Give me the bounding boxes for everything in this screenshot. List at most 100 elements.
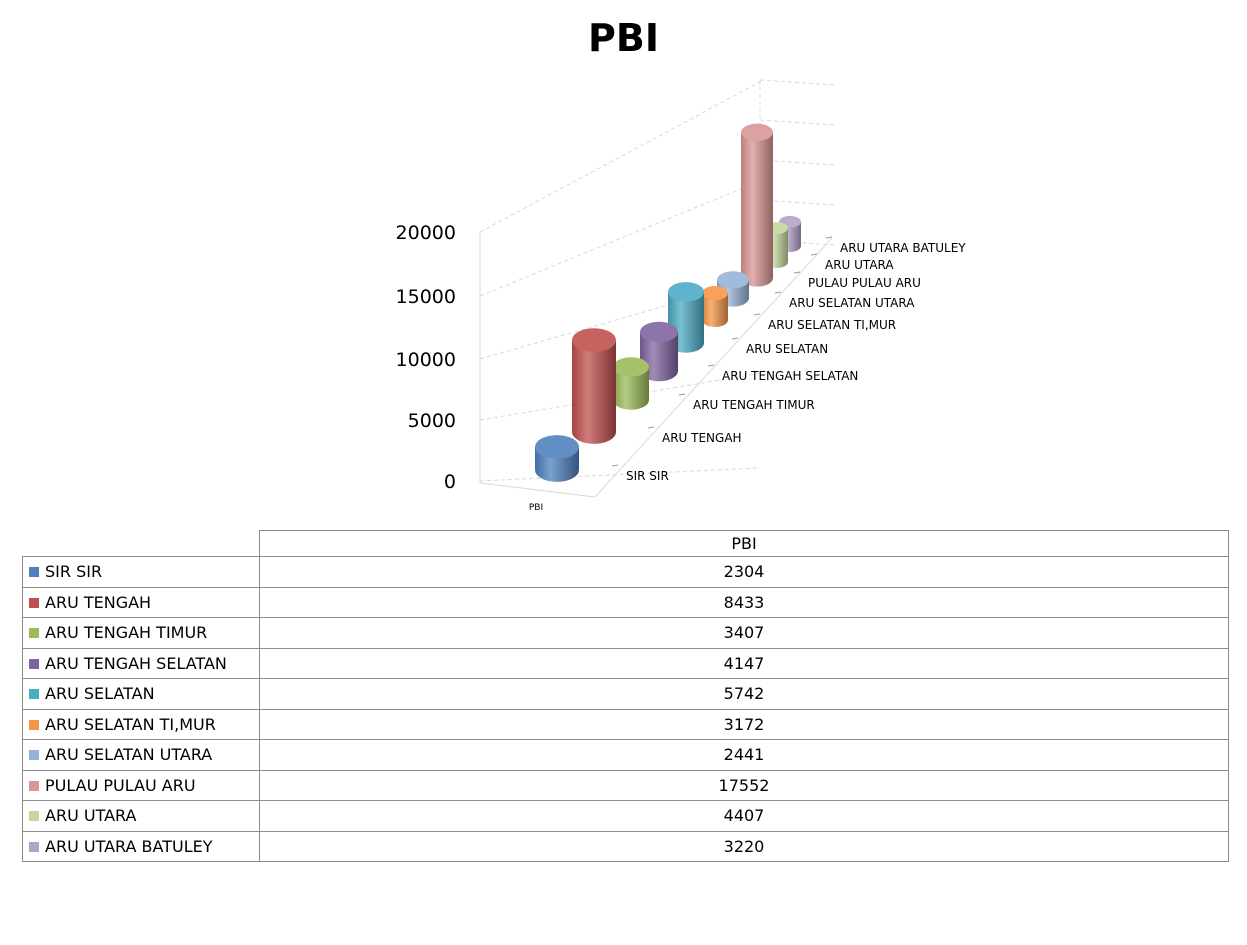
value-cell: 3172 [259,708,1229,740]
cylinder-bar [741,123,773,287]
data-table-row: ARU TENGAH SELATAN 4147 [22,647,1229,679]
data-table-row: ARU SELATAN UTARA 2441 [22,739,1229,771]
cylinder-bar [613,357,649,410]
cylinder-top [640,321,678,343]
cylinder-bar [535,435,579,482]
cylinder-top [741,123,773,141]
chart-title: PBI [588,16,659,60]
legend-swatch [29,628,39,639]
legend-swatch [29,689,39,700]
data-table-row: PULAU PULAU ARU 17552 [22,769,1229,801]
category-tick [647,426,655,429]
legend-swatch [29,597,39,608]
category-label: PULAU PULAU ARU [808,276,921,290]
y-tick-label: 15000 [396,286,456,308]
category-tick [810,253,818,256]
cylinder-body [572,340,616,432]
category-name: ARU SELATAN TI,MUR [45,714,216,734]
category-name: ARU UTARA [45,806,137,826]
cylinder-top [535,435,579,459]
category-tick [707,364,715,367]
data-table-row: ARU SELATAN TI,MUR 3172 [22,708,1229,740]
legend-swatch [29,811,39,822]
gridline-side [759,119,836,126]
cylinder-top [702,286,728,301]
category-tick [793,271,801,274]
legend-key-cell: ARU TENGAH TIMUR [22,617,260,649]
value-cell: 4147 [259,647,1229,679]
legend-swatch [29,750,39,761]
value-cell: 5742 [259,678,1229,710]
value-cell: 8433 [259,586,1229,618]
data-table-header-row: PBI [22,530,1229,557]
legend-key-cell: PULAU PULAU ARU [22,769,260,801]
category-name: SIR SIR [45,562,103,582]
legend-key-cell: SIR SIR [22,556,260,588]
category-name: ARU TENGAH SELATAN [45,653,227,673]
data-table-series-header: PBI [259,530,1229,557]
category-label: ARU TENGAH [662,431,742,445]
legend-swatch [29,567,39,578]
category-label: ARU SELATAN TI,MUR [768,318,896,332]
data-table-row: ARU SELATAN 5742 [22,678,1229,710]
series-axis-label: PBI [529,503,543,513]
category-name: ARU TENGAH TIMUR [45,623,208,643]
data-table-row: ARU TENGAH TIMUR 3407 [22,617,1229,649]
value-cell: 3220 [259,830,1229,862]
gridline-side [759,199,836,206]
category-name: ARU UTARA BATULEY [45,836,213,856]
gridline [479,81,761,233]
legend-key-cell: ARU SELATAN TI,MUR [22,708,260,740]
category-name: ARU TENGAH [45,592,152,612]
category-tick [774,291,782,294]
legend-swatch [29,780,39,791]
category-label: ARU UTARA BATULEY [840,241,966,255]
value-cell: 2441 [259,739,1229,771]
floor-side-edge [594,237,833,498]
category-tick [678,393,686,396]
legend-key-cell: ARU UTARA [22,800,260,832]
legend-key-cell: ARU TENGAH [22,586,260,618]
category-label: ARU UTARA [825,258,894,272]
category-tick [731,337,739,340]
legend-swatch [29,658,39,669]
cylinder-bar [702,286,728,328]
legend-key-cell: ARU UTARA BATULEY [22,830,260,862]
category-label: ARU SELATAN UTARA [789,296,915,310]
legend-key-cell: ARU SELATAN [22,678,260,710]
category-tick [753,313,761,316]
category-label: ARU SELATAN [746,342,828,356]
legend-key-cell: ARU SELATAN UTARA [22,739,260,771]
gridline [479,180,761,297]
category-label: ARU TENGAH TIMUR [693,398,815,412]
cylinder-top [717,271,749,289]
category-label: SIR SIR [626,469,669,483]
category-label: ARU TENGAH SELATAN [722,369,858,383]
y-tick-label: 5000 [408,410,456,432]
legend-swatch [29,841,39,852]
y-tick-label: 0 [444,471,456,493]
value-cell: 2304 [259,556,1229,588]
data-table-corner [22,530,260,557]
category-name: ARU SELATAN UTARA [45,745,213,765]
y-tick-label: 10000 [396,349,456,371]
cylinder-top [613,357,649,377]
data-table-row: SIR SIR 2304 [22,556,1229,588]
legend-swatch [29,719,39,730]
category-tick [825,236,833,239]
data-table-row: ARU TENGAH 8433 [22,586,1229,618]
data-table-row: ARU UTARA 4407 [22,800,1229,832]
plot-area: 0 5000 10000 15000 20000 PBI SIR SIR ARU TENGAH… [396,79,966,513]
category-name: ARU SELATAN [45,684,155,704]
cylinder-bar [572,328,616,444]
value-cell: 17552 [259,769,1229,801]
legend-key-cell: ARU TENGAH SELATAN [22,647,260,679]
value-cell: 4407 [259,800,1229,832]
y-tick-label: 20000 [396,222,456,244]
data-table-row: ARU UTARA BATULEY 3220 [22,830,1229,862]
gridline-side [759,159,836,166]
cylinder-top [668,282,704,302]
cylinder-body [741,132,773,278]
floor-front-edge [479,482,596,498]
